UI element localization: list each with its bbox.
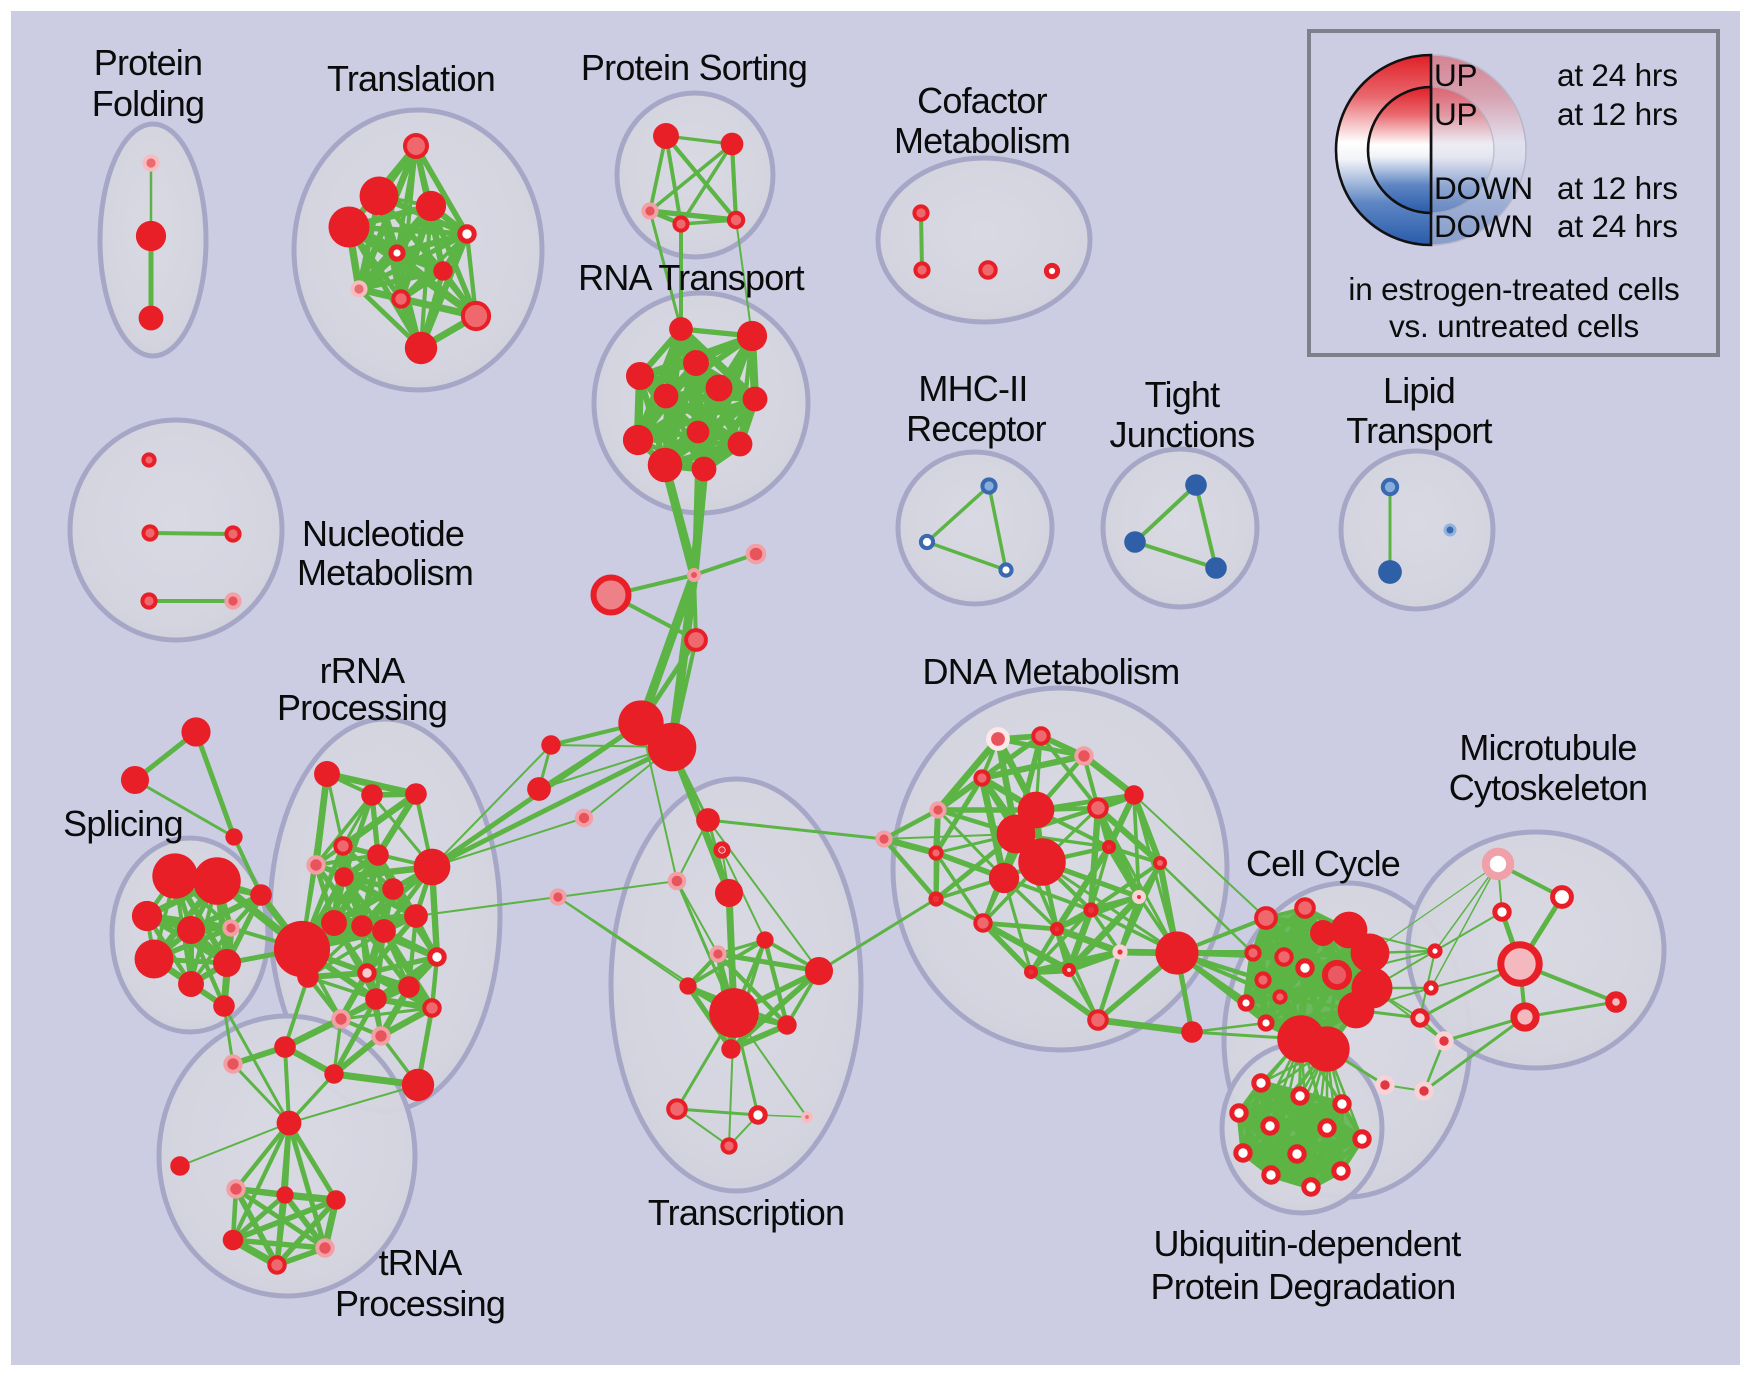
svg-text:Receptor: Receptor <box>906 408 1046 449</box>
svg-text:Processing: Processing <box>277 687 447 728</box>
svg-text:Metabolism: Metabolism <box>894 120 1070 161</box>
svg-text:at 12 hrs: at 12 hrs <box>1557 170 1678 206</box>
svg-text:Protein Degradation: Protein Degradation <box>1150 1266 1455 1307</box>
svg-text:Transcription: Transcription <box>648 1192 844 1233</box>
svg-text:Splicing: Splicing <box>63 803 183 844</box>
svg-text:Tight: Tight <box>1145 374 1220 415</box>
svg-text:DOWN: DOWN <box>1434 170 1533 206</box>
svg-text:UP: UP <box>1434 57 1477 93</box>
svg-text:Cell Cycle: Cell Cycle <box>1246 843 1400 884</box>
svg-text:vs. untreated cells: vs. untreated cells <box>1389 308 1639 344</box>
svg-text:DNA Metabolism: DNA Metabolism <box>923 651 1180 692</box>
svg-text:Translation: Translation <box>327 58 495 99</box>
svg-text:Processing: Processing <box>335 1283 505 1324</box>
svg-text:at 24 hrs: at 24 hrs <box>1557 208 1678 244</box>
svg-text:Junctions: Junctions <box>1110 414 1255 455</box>
svg-text:rRNA: rRNA <box>320 650 406 691</box>
svg-text:Ubiquitin-dependent: Ubiquitin-dependent <box>1153 1223 1461 1264</box>
svg-text:Nucleotide: Nucleotide <box>302 513 464 554</box>
svg-text:at 12 hrs: at 12 hrs <box>1557 96 1678 132</box>
svg-text:Microtubule: Microtubule <box>1459 727 1636 768</box>
svg-text:Cytoskeleton: Cytoskeleton <box>1449 767 1648 808</box>
svg-text:DOWN: DOWN <box>1434 208 1533 244</box>
svg-text:RNA Transport: RNA Transport <box>578 257 804 298</box>
svg-text:Metabolism: Metabolism <box>297 552 473 593</box>
svg-text:in estrogen-treated cells: in estrogen-treated cells <box>1348 271 1679 307</box>
svg-text:Cofactor: Cofactor <box>917 80 1047 121</box>
svg-text:at 24 hrs: at 24 hrs <box>1557 57 1678 93</box>
svg-text:tRNA: tRNA <box>379 1242 463 1283</box>
svg-text:Folding: Folding <box>92 83 204 124</box>
svg-text:Transport: Transport <box>1346 410 1492 451</box>
svg-text:Lipid: Lipid <box>1383 370 1455 411</box>
svg-text:Protein: Protein <box>94 42 202 83</box>
svg-text:UP: UP <box>1434 96 1477 132</box>
svg-text:Protein Sorting: Protein Sorting <box>581 47 807 88</box>
svg-text:MHC-II: MHC-II <box>918 368 1027 409</box>
